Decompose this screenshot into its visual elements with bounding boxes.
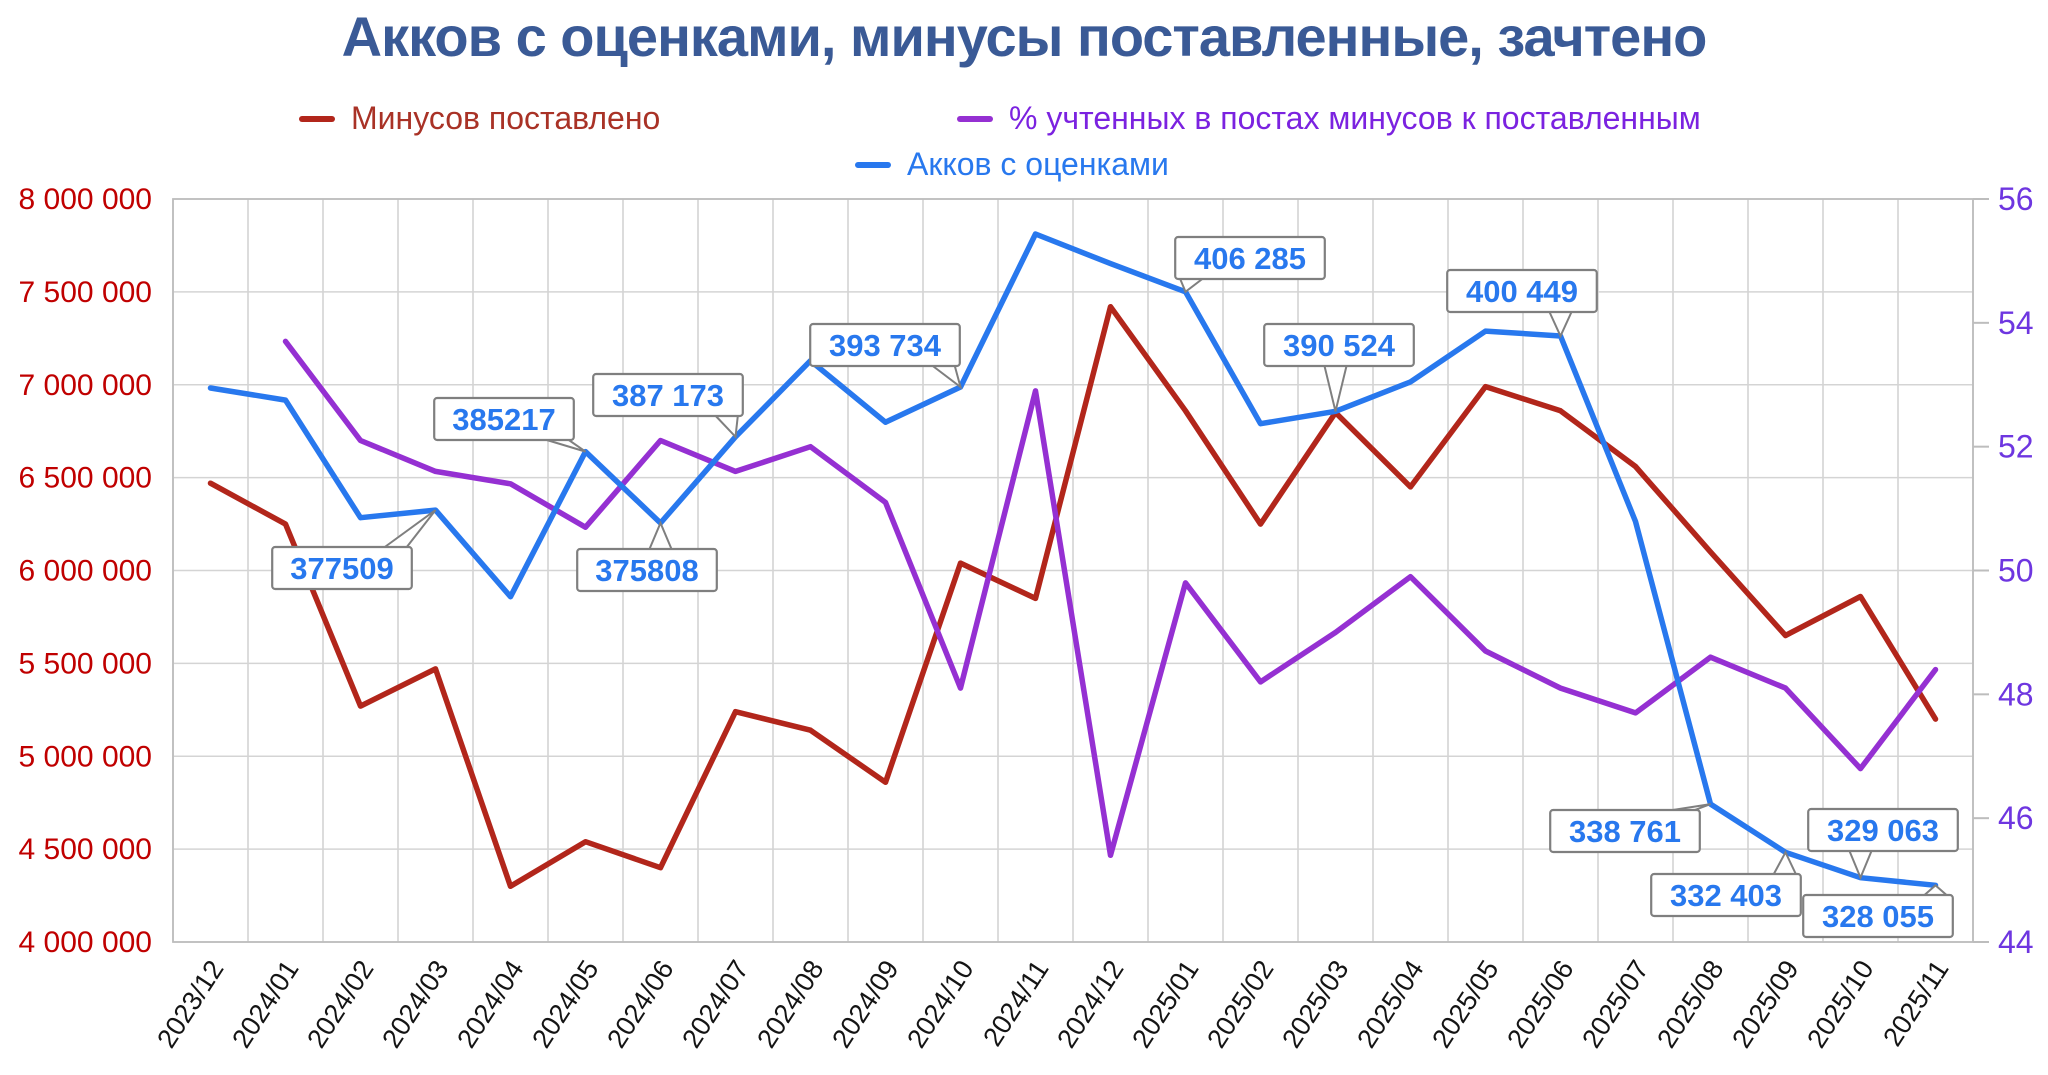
- x-axis-tick-label: 2025/02: [1201, 955, 1279, 1053]
- data-label-callout: 385217: [433, 396, 587, 453]
- data-label-callout: 390 524: [1263, 322, 1415, 412]
- data-label-callout: 406 285: [1174, 235, 1326, 294]
- left-axis-tick-label: 7 500 000: [19, 276, 152, 309]
- series-line-akki: [207, 231, 1939, 889]
- data-label-text: 385217: [452, 402, 555, 437]
- data-label-callout: 393 734: [809, 322, 963, 390]
- x-axis-tick-label: 2024/08: [751, 955, 829, 1053]
- data-label-callout: 377509: [271, 509, 437, 591]
- x-axis-tick-label: 2025/05: [1426, 955, 1504, 1053]
- data-label-text: 375808: [595, 553, 698, 588]
- right-axis-tick-label: 50: [1998, 553, 2034, 589]
- left-axis-tick-label: 8 000 000: [19, 183, 152, 216]
- legend-dash-red-icon: [299, 115, 335, 122]
- data-label-text: 400 449: [1466, 274, 1578, 309]
- legend-item-minusov-postavleno: Минусов поставлено: [299, 100, 660, 137]
- right-axis-tick-label: 44: [1998, 924, 2034, 960]
- right-axis-labels: 56 54 52 50 48 46 44: [1998, 181, 2034, 960]
- right-axis-tick-label: 52: [1998, 429, 2034, 465]
- x-axis-tick-label: 2024/02: [301, 955, 379, 1053]
- x-axis-tick-label: 2025/01: [1126, 955, 1204, 1053]
- left-axis-tick-label: 7 000 000: [19, 369, 152, 402]
- data-label-text: 332 403: [1670, 878, 1782, 913]
- series-line-minusy: [207, 303, 1939, 890]
- x-axis-tick-label: 2024/03: [376, 955, 454, 1053]
- x-axis-tick-label: 2025/09: [1726, 955, 1804, 1053]
- left-axis-tick-label: 4 500 000: [19, 833, 152, 866]
- left-axis-tick-label: 5 000 000: [19, 740, 152, 773]
- legend-label: % учтенных в постах минусов к поставленн…: [1009, 100, 1701, 136]
- legend-item-percent-uchtennyh: % учтенных в постах минусов к поставленн…: [957, 100, 1701, 137]
- data-label-text: 329 063: [1827, 813, 1939, 848]
- data-label-callout: 329 063: [1807, 807, 1959, 881]
- right-axis-tick-label: 56: [1998, 181, 2034, 217]
- x-axis-tick-label: 2024/01: [226, 955, 304, 1053]
- legend-item-akkov-s-ocenkami: Акков с оценками: [855, 146, 1169, 183]
- legend-dash-purple-icon: [957, 115, 993, 122]
- left-axis-tick-label: 4 000 000: [19, 926, 152, 959]
- x-axis-tick-label: 2024/12: [1051, 955, 1129, 1053]
- x-axis-tick-label: 2024/06: [601, 955, 679, 1053]
- data-label-callout: 375808: [576, 520, 718, 593]
- data-label-callout: 338 761: [1549, 803, 1711, 854]
- x-axis-tick-label: 2025/04: [1351, 955, 1429, 1053]
- left-axis-tick-label: 5 500 000: [19, 647, 152, 680]
- x-axis-tick-label: 2025/03: [1276, 955, 1354, 1053]
- data-label-text: 393 734: [829, 328, 942, 363]
- legend-label: Минусов поставлено: [351, 100, 661, 136]
- x-axis-tick-label: 2024/05: [526, 955, 604, 1053]
- gridlines: [172, 198, 1989, 943]
- x-axis-tick-label: 2025/06: [1501, 955, 1579, 1053]
- data-label-text: 377509: [290, 551, 393, 586]
- data-label-callout: 400 449: [1446, 268, 1598, 339]
- x-axis-tick-label: 2024/04: [451, 955, 529, 1053]
- x-axis-tick-label: 2025/10: [1801, 955, 1879, 1053]
- right-axis-tick-label: 48: [1998, 676, 2034, 712]
- x-axis-labels: 2023/122024/012024/022024/032024/042024/…: [151, 955, 1954, 1053]
- x-axis-tick-label: 2024/07: [676, 955, 754, 1053]
- legend-label: Акков с оценками: [907, 146, 1169, 182]
- plot-border: [172, 198, 1974, 943]
- chart-title: Акков с оценками, минусы поставленные, з…: [341, 5, 1708, 68]
- x-axis-tick-label: 2025/11: [1877, 955, 1954, 1052]
- data-label-callout: 387 173: [592, 372, 744, 440]
- left-axis-tick-label: 6 000 000: [19, 555, 152, 588]
- x-axis-tick-label: 2025/07: [1576, 955, 1654, 1053]
- data-label-text: 387 173: [612, 378, 724, 413]
- right-axis-tick-label: 46: [1998, 800, 2034, 836]
- legend-dash-blue-icon: [855, 161, 891, 168]
- right-axis-tick-label: 54: [1998, 305, 2034, 341]
- data-label-callout: 328 055: [1802, 883, 1954, 939]
- data-label-text: 390 524: [1283, 328, 1396, 363]
- x-axis-tick-label: 2024/11: [977, 955, 1054, 1052]
- x-axis-tick-label: 2024/09: [826, 955, 904, 1053]
- data-label-text: 406 285: [1194, 241, 1306, 276]
- x-axis-tick-label: 2023/12: [151, 955, 229, 1053]
- left-axis-tick-label: 6 500 000: [19, 462, 152, 495]
- data-label-callout: 332 403: [1650, 850, 1802, 918]
- data-label-text: 338 761: [1569, 814, 1681, 849]
- x-axis-tick-label: 2025/08: [1651, 955, 1729, 1053]
- left-axis-labels: 8 000 000 7 500 000 7 000 000 6 500 000 6 00…: [19, 183, 152, 959]
- x-axis-tick-label: 2024/10: [901, 955, 979, 1053]
- data-label-text: 328 055: [1822, 899, 1934, 934]
- series-line-percent: [282, 338, 1939, 859]
